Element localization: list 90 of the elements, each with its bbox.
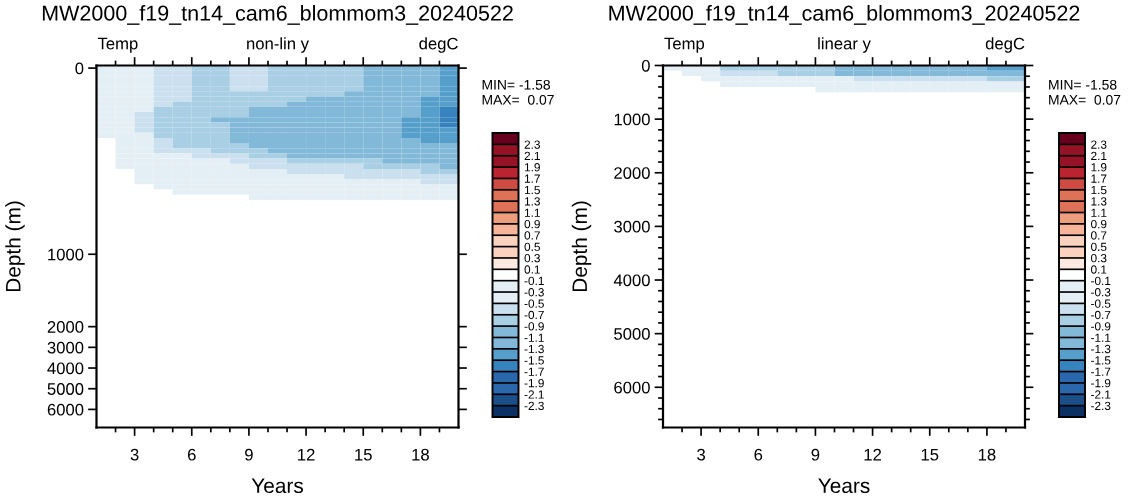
color-bar-label: -1.7 — [1091, 367, 1111, 376]
color-bar-label: 1.3 — [1091, 197, 1107, 206]
text: degC — [419, 37, 458, 53]
y-tick-label: 0 — [75, 62, 84, 75]
y-tick-label: 2000 — [614, 167, 650, 179]
color-bar-label: 2.3 — [524, 140, 540, 149]
x-tick-label: 9 — [811, 448, 820, 461]
color-bar-label: -1.1 — [1091, 333, 1111, 342]
color-bar-label: 1.1 — [1091, 208, 1107, 217]
y-tick-label: 0 — [641, 59, 650, 72]
color-bar-label: 1.1 — [524, 208, 540, 217]
text: Temp — [97, 37, 138, 53]
color-bar-label: 1.9 — [1091, 163, 1107, 172]
color-bar-label: -2.1 — [1091, 390, 1111, 399]
x-tick-label: 18 — [978, 448, 996, 461]
color-bar-label: -2.3 — [1091, 401, 1111, 411]
color-bar-label: -0.5 — [524, 299, 544, 308]
y-axis-title: Depth (m) — [5, 201, 25, 292]
color-bar-label: -1.5 — [524, 356, 544, 365]
text: MAX= 0.07 — [482, 94, 554, 105]
y-tick-label: 2000 — [47, 321, 84, 333]
x-tick-label: 18 — [412, 448, 429, 461]
color-bar-label: 2.3 — [1091, 140, 1107, 149]
x-tick-label: 15 — [355, 448, 372, 461]
x-tick-label: 9 — [245, 448, 253, 461]
chart-title: MW2000_f19_tn14_cam6_blommom3_20240522 — [609, 4, 1080, 25]
y-tick-label: 3000 — [47, 341, 84, 354]
y-tick-label: 5000 — [47, 383, 84, 395]
color-bar-label: 0.5 — [524, 242, 540, 251]
color-bar-label: 0.5 — [1091, 242, 1107, 251]
color-bar-label: -1.3 — [1091, 344, 1111, 354]
text: MAX= 0.07 — [1049, 94, 1121, 105]
color-bar-label: -0.3 — [1091, 288, 1111, 297]
color-bar-label: -1.1 — [524, 333, 544, 342]
color-bar-label: 1.5 — [1091, 185, 1107, 195]
y-tick-label: 6000 — [47, 403, 84, 416]
color-bar-label: 1.9 — [524, 163, 540, 172]
x-tick-label: 15 — [921, 448, 939, 461]
chart-subtitle: non-lin y — [247, 37, 309, 53]
y-tick-label: 5000 — [614, 328, 650, 340]
color-bar-label: -0.1 — [1091, 276, 1111, 286]
y-axis-title: Depth (m) — [571, 201, 592, 292]
color-bar-label: 2.1 — [524, 151, 540, 160]
x-tick-label: 6 — [754, 448, 763, 461]
color-bar-label: 0.7 — [1091, 231, 1107, 240]
x-axis-title: Years — [251, 478, 304, 494]
text: MIN= -1.58 — [482, 79, 550, 90]
color-bar-label: 1.7 — [1091, 174, 1107, 183]
x-tick-label: 12 — [298, 448, 315, 461]
chart-subtitle: linear y — [818, 37, 871, 53]
y-tick-label: 4000 — [47, 362, 84, 375]
color-bar-label: -2.3 — [524, 401, 544, 411]
color-bar-label: 0.3 — [1091, 253, 1107, 263]
x-tick-label: 6 — [187, 448, 196, 461]
color-bar-label: 0.1 — [524, 265, 540, 274]
text: degC — [985, 37, 1025, 53]
chart-title: MW2000_f19_tn14_cam6_blommom3_20240522 — [42, 4, 513, 25]
y-tick-label: 4000 — [613, 274, 650, 287]
color-bar-label: -1.3 — [524, 344, 544, 354]
y-tick-label: 6000 — [614, 381, 650, 394]
x-tick-label: 12 — [864, 448, 882, 461]
color-bar-label: 0.7 — [524, 231, 540, 240]
color-bar-label: 0.9 — [1091, 219, 1107, 229]
color-bar-label: -0.9 — [1091, 322, 1111, 331]
x-tick-label: 3 — [130, 448, 139, 461]
color-bar-label: -0.5 — [1091, 299, 1111, 308]
color-bar-label: -1.7 — [524, 367, 544, 376]
text: Temp — [664, 37, 705, 53]
color-bar-label: -0.3 — [524, 288, 544, 297]
color-bar-label: -1.5 — [1091, 356, 1111, 365]
x-tick-label: 3 — [697, 448, 706, 461]
x-axis-title: Years — [818, 478, 870, 494]
color-bar-label: -1.9 — [1091, 378, 1111, 388]
color-bar-label: 1.5 — [524, 185, 540, 195]
color-bar-label: -0.7 — [1091, 310, 1111, 320]
text: MIN= -1.58 — [1049, 79, 1117, 90]
color-bar-label: -1.9 — [524, 378, 544, 388]
color-bar-label: 0.3 — [524, 253, 540, 263]
y-tick-label: 1000 — [48, 248, 84, 261]
color-bar-label: -0.7 — [524, 310, 544, 320]
y-tick-label: 3000 — [614, 220, 650, 233]
color-bar-label: -2.1 — [524, 390, 544, 399]
color-bar-label: 0.9 — [524, 219, 540, 229]
color-bar-label: -0.1 — [524, 276, 544, 286]
color-bar-label: 1.7 — [524, 174, 540, 183]
color-bar-label: 0.1 — [1091, 265, 1107, 274]
color-bar-label: -0.9 — [524, 322, 544, 331]
y-tick-label: 1000 — [614, 113, 650, 126]
color-bar-label: 1.3 — [524, 197, 540, 206]
color-bar-label: 2.1 — [1091, 151, 1107, 160]
